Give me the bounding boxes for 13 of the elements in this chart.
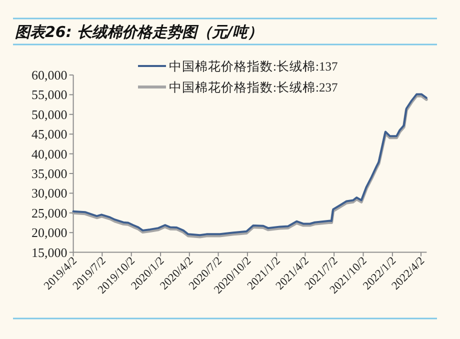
- y-tick-label: 15,000: [32, 244, 68, 260]
- y-tick-label: 45,000: [32, 126, 68, 142]
- y-tick-label: 50,000: [32, 106, 68, 122]
- y-tick-label: 30,000: [32, 186, 68, 201]
- legend-label: 中国棉花价格指数:长绒棉:237: [169, 80, 338, 94]
- y-tick-label: 40,000: [32, 146, 68, 162]
- y-tick-label: 55,000: [32, 87, 68, 102]
- y-tick-label: 60,000: [32, 68, 68, 82]
- y-tick-label: 35,000: [32, 166, 68, 181]
- y-tick-label: 25,000: [32, 205, 68, 220]
- y-tick-label: 20,000: [32, 225, 68, 240]
- legend-label: 中国棉花价格指数:长绒棉:137: [169, 60, 338, 74]
- chart-title: 图表26: 长绒棉价格走势图（元/吨）: [15, 23, 263, 41]
